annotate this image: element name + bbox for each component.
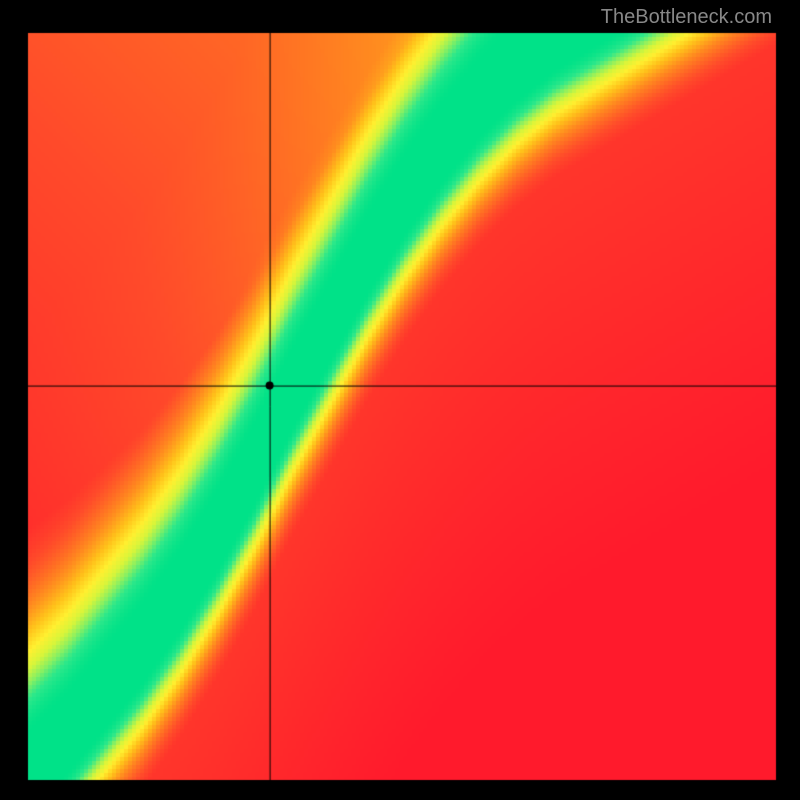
bottleneck-heatmap <box>0 0 800 800</box>
watermark-text: TheBottleneck.com <box>601 6 772 29</box>
chart-container: TheBottleneck.com <box>0 0 800 800</box>
